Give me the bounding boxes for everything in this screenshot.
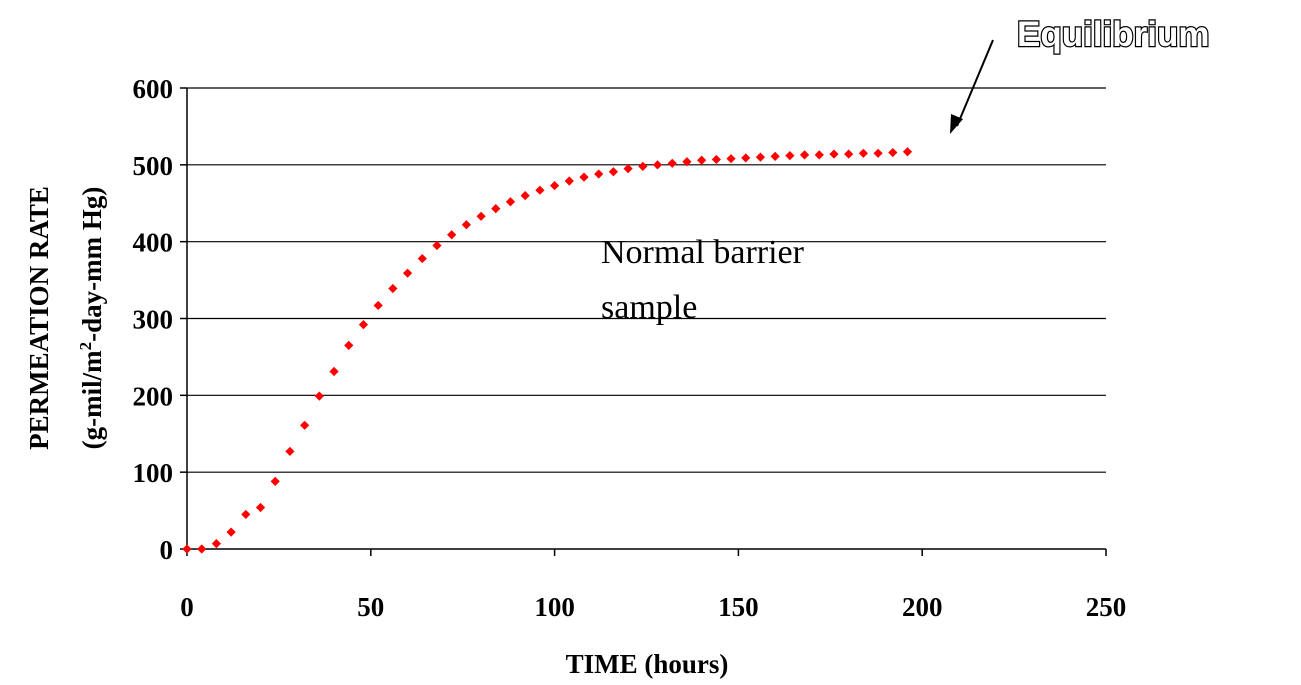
data-point — [711, 154, 721, 165]
data-point — [255, 502, 266, 513]
data-point — [902, 147, 913, 157]
data-point — [358, 320, 369, 330]
y-tick-label: 0 — [160, 535, 174, 565]
y-axis-title-line1: PERMEATION RATE — [24, 186, 54, 450]
data-point — [182, 544, 192, 554]
data-point — [344, 340, 354, 350]
data-point — [520, 190, 530, 201]
data-point — [785, 151, 795, 161]
curve-label-line1: Normal barrier — [601, 234, 805, 271]
x-tick-label: 50 — [357, 592, 384, 622]
y-tick-label: 500 — [133, 151, 174, 181]
data-point — [741, 153, 751, 163]
data-point — [638, 161, 648, 171]
data-point — [270, 476, 280, 486]
data-point — [829, 149, 839, 159]
y-axis-title-prefix: (g-mil/m — [77, 350, 107, 449]
y-tick-label: 600 — [133, 74, 174, 104]
data-point — [594, 169, 604, 179]
data-point — [608, 167, 619, 177]
data-point — [873, 148, 883, 158]
x-tick-label: 150 — [718, 592, 759, 622]
y-tick-label: 300 — [133, 305, 174, 335]
data-point — [844, 149, 854, 159]
data-point — [814, 150, 824, 160]
data-point — [211, 539, 222, 549]
y-tick-label: 100 — [133, 458, 174, 488]
y-tick-label: 400 — [133, 228, 174, 258]
data-point — [373, 300, 383, 311]
data-markers — [182, 147, 913, 554]
data-point — [623, 164, 633, 174]
y-tick-label: 200 — [133, 381, 174, 411]
data-point — [550, 180, 560, 191]
data-point — [799, 150, 810, 160]
data-point — [300, 420, 310, 430]
data-point — [461, 220, 471, 230]
data-point — [667, 158, 677, 168]
data-point — [314, 391, 324, 401]
y-axis-title-sup: 2 — [76, 342, 95, 351]
data-point — [285, 446, 295, 457]
x-tick-label: 0 — [180, 592, 194, 622]
equilibrium-arrow — [950, 39, 994, 134]
data-point — [579, 172, 589, 182]
data-point — [388, 283, 398, 294]
x-tick-label: 100 — [534, 592, 575, 622]
curve-label-line2: sample — [601, 289, 697, 326]
data-point — [697, 155, 707, 165]
x-tick-label: 250 — [1086, 592, 1127, 622]
data-point — [329, 366, 339, 377]
y-axis-title-suffix: -day-mm Hg) — [77, 187, 107, 342]
y-ticks: 0 100 200 300 400 500 600 — [133, 74, 187, 565]
data-point — [888, 147, 898, 158]
gridlines — [187, 87, 1106, 473]
data-point — [505, 197, 516, 207]
data-point — [476, 211, 486, 221]
data-point — [491, 204, 501, 214]
data-point — [755, 152, 766, 162]
data-point — [682, 157, 692, 167]
data-point — [535, 185, 545, 195]
x-axis-title: TIME (hours) — [566, 649, 729, 679]
data-point — [447, 230, 457, 240]
data-point — [432, 240, 442, 251]
data-point — [564, 176, 574, 186]
x-tick-label: 200 — [902, 592, 943, 622]
data-point — [652, 160, 663, 170]
data-point — [241, 509, 251, 520]
data-point — [402, 268, 413, 278]
data-point — [858, 148, 868, 158]
x-ticks: 0 50 100 150 200 250 — [180, 549, 1126, 622]
data-point — [226, 527, 236, 537]
data-point — [770, 151, 780, 161]
data-point — [197, 544, 207, 554]
data-point — [726, 154, 736, 164]
data-point — [417, 253, 427, 264]
equilibrium-callout: Equilibrium — [1017, 15, 1210, 54]
y-axis-title-line2: (g-mil/m2-day-mm Hg) — [76, 187, 107, 450]
